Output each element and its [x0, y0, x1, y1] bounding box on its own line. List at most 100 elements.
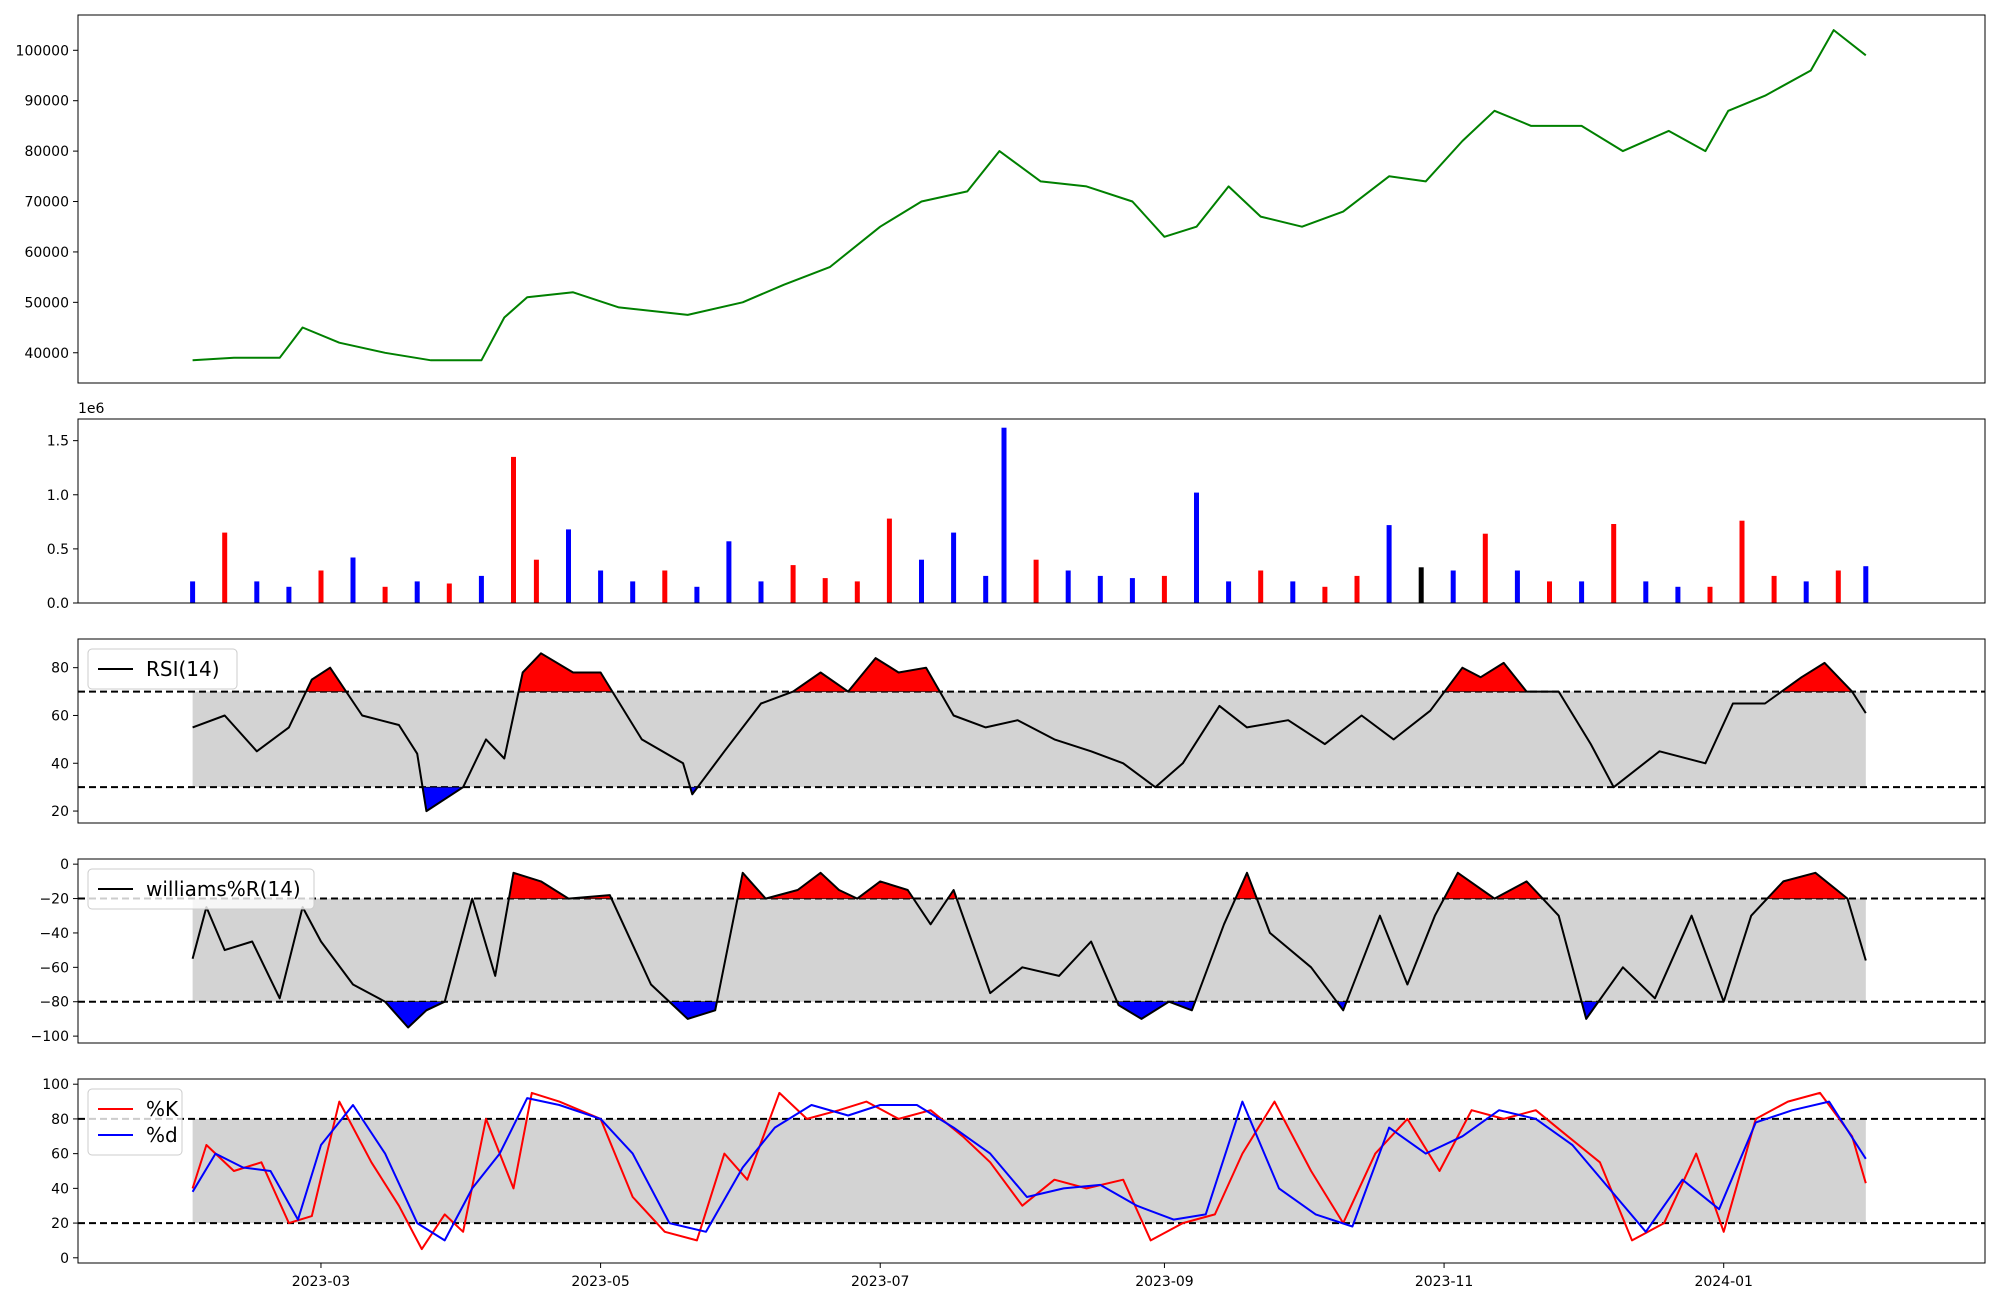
- volume-bar: [598, 570, 604, 603]
- volume-bar: [1194, 492, 1199, 603]
- rsi-line: [192, 652, 1867, 813]
- price-ytick-label: 100000: [16, 43, 69, 59]
- stochastic-ytick-label: 100: [42, 1077, 69, 1093]
- volume-bar: [854, 581, 860, 603]
- x-tick-label: 2024-01: [1694, 1274, 1753, 1290]
- williams-ytick-label: −20: [39, 892, 69, 908]
- stochastic-ytick-label: 40: [51, 1181, 69, 1197]
- williams-oversold-fill: [1116, 1001, 1171, 1020]
- volume-bar: [382, 586, 388, 603]
- rsi-ytick-label: 60: [51, 708, 69, 724]
- volume-bar: [1611, 524, 1617, 603]
- volume-ytick-label: 0.5: [47, 542, 69, 558]
- price-line: [192, 29, 1867, 362]
- volume-offset-label: 1e6: [78, 401, 105, 417]
- volume-frame: [77, 418, 1986, 604]
- volume-panel: 0.0 0.5 1.0 1.5 1e6: [47, 401, 1986, 612]
- volume-bar: [1707, 586, 1713, 603]
- rsi-panel: 20 40 60 80 RSI(14): [51, 638, 1986, 824]
- volume-bar: [1161, 575, 1167, 603]
- volume-bar: [222, 532, 228, 603]
- volume-bar: [1290, 581, 1296, 603]
- price-ytick-label: 80000: [24, 144, 69, 160]
- volume-bar: [1418, 567, 1424, 603]
- volume-bar: [414, 581, 420, 603]
- stochastic-band-fill: [192, 1118, 1866, 1224]
- price-ytick-label: 90000: [24, 94, 69, 110]
- volume-bar: [1863, 566, 1869, 603]
- x-tick-label: 2023-03: [292, 1274, 351, 1290]
- volume-bar: [190, 581, 196, 603]
- volume-bar: [790, 565, 796, 603]
- rsi-ytick-label: 40: [51, 756, 69, 772]
- volume-bar: [1322, 586, 1328, 603]
- volume-bar: [286, 586, 292, 603]
- williams-ytick-label: −80: [39, 995, 69, 1011]
- volume-bar: [822, 578, 828, 603]
- volume-bar: [446, 583, 452, 603]
- stochastic-ytick-label: 80: [51, 1112, 69, 1128]
- volume-bar: [1386, 525, 1392, 603]
- volume-bar: [758, 581, 764, 603]
- volume-ytick-label: 1.5: [47, 434, 69, 450]
- stochastic-line-k: [191, 1091, 1867, 1251]
- volume-ytick-label: 1.0: [47, 488, 69, 504]
- volume-bar: [1803, 581, 1809, 603]
- volume-bar: [1547, 581, 1552, 603]
- stochastic-legend: [87, 1088, 183, 1156]
- price-ytick-label: 50000: [24, 295, 69, 311]
- volume-bar: [533, 559, 539, 603]
- stochastic-line-d: [191, 1097, 1867, 1242]
- rsi-frame: [77, 638, 1986, 824]
- volume-bar: [1258, 570, 1264, 603]
- williams-ytick-label: 0: [60, 857, 69, 873]
- williams-legend-label: williams%R(14): [146, 877, 301, 901]
- volume-bar: [1482, 533, 1488, 603]
- rsi-legend-label: RSI(14): [146, 657, 220, 681]
- stochastic-panel: 0 20 40 60 80 100 2023-03 2023-05 2023-07 2023-09…: [42, 1077, 1986, 1290]
- volume-bar: [919, 559, 924, 603]
- x-tick-label: 2023-05: [571, 1274, 630, 1290]
- rsi-overbought-fill: [792, 672, 850, 692]
- x-tick-label: 2023-11: [1415, 1274, 1474, 1290]
- volume-bar: [566, 529, 571, 603]
- stochastic-legend-label: %d: [146, 1123, 178, 1147]
- volume-bar: [1226, 581, 1232, 603]
- stochastic-frame: [77, 1078, 1986, 1264]
- volume-bar: [1065, 570, 1071, 603]
- volume-bar: [1033, 559, 1039, 603]
- stochastic-ytick-label: 0: [60, 1251, 69, 1267]
- williams-ytick-label: −100: [31, 1029, 69, 1045]
- williams-overbought-fill: [508, 872, 570, 899]
- volume-bar: [983, 575, 989, 603]
- volume-bar: [630, 581, 636, 603]
- williams-ytick-label: −40: [39, 926, 69, 942]
- price-panel: 40000 50000 60000 70000 80000 90000 100000: [16, 14, 1986, 384]
- price-ytick-label: 60000: [24, 245, 69, 261]
- volume-bar: [1675, 586, 1681, 603]
- stochastic-ytick-label: 20: [51, 1216, 69, 1232]
- volume-bar: [726, 541, 732, 603]
- volume-bar: [511, 456, 516, 603]
- volume-bar: [1097, 575, 1103, 603]
- rsi-legend: [87, 648, 238, 690]
- volume-bar: [1001, 427, 1007, 603]
- rsi-ytick-label: 80: [51, 661, 69, 677]
- volume-bar: [1835, 570, 1841, 603]
- stochastic-ytick-label: 60: [51, 1147, 69, 1163]
- volume-bar: [1450, 570, 1456, 603]
- williams-ytick-label: −60: [39, 960, 69, 976]
- williams-frame: [77, 858, 1986, 1044]
- volume-bar: [1129, 578, 1135, 603]
- williams-line: [191, 871, 1867, 1029]
- stochastic-legend-label: %K: [146, 1097, 179, 1121]
- price-frame: [77, 14, 1986, 384]
- volume-bar: [951, 532, 957, 603]
- volume-bar: [318, 570, 324, 603]
- williams-r-panel: 0 −20 −40 −60 −80 −100 williams%R(14): [31, 857, 1986, 1045]
- volume-bar: [694, 586, 700, 603]
- williams-band-fill: [192, 898, 1866, 1002]
- price-ytick-label: 70000: [24, 195, 69, 211]
- volume-ytick-label: 0.0: [47, 596, 69, 612]
